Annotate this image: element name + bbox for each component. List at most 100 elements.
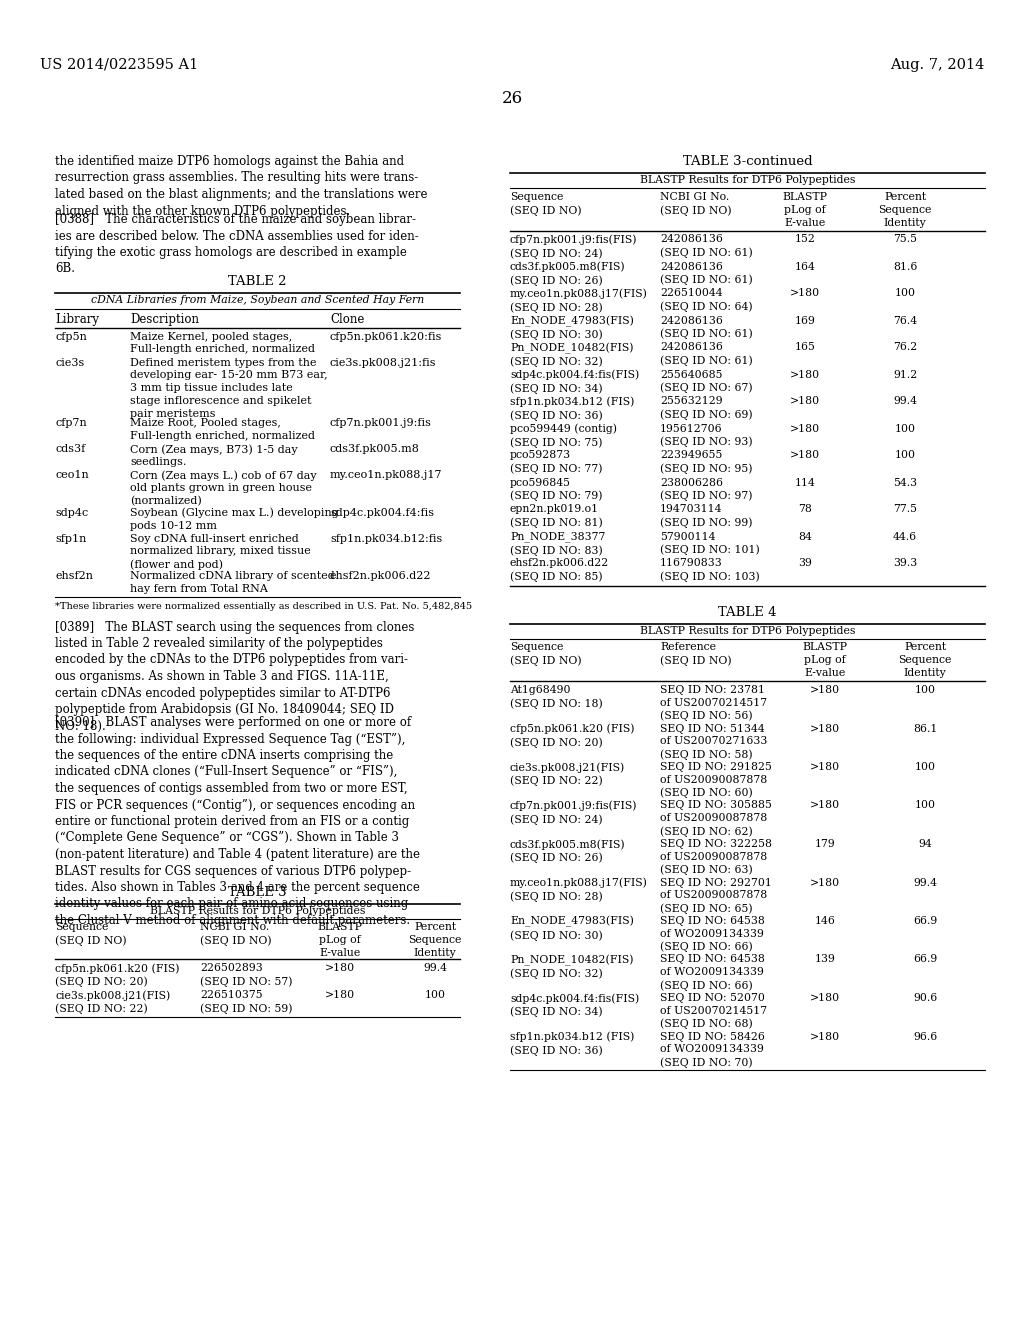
Text: 223949655
(SEQ ID NO: 95): 223949655 (SEQ ID NO: 95) bbox=[660, 450, 753, 474]
Text: Normalized cDNA library of scented
hay fern from Total RNA: Normalized cDNA library of scented hay f… bbox=[130, 572, 335, 594]
Text: sfp1n.pk034.b12 (FIS)
(SEQ ID NO: 36): sfp1n.pk034.b12 (FIS) (SEQ ID NO: 36) bbox=[510, 1031, 635, 1056]
Text: cfp7n.pk001.j9:fis(FIS)
(SEQ ID NO: 24): cfp7n.pk001.j9:fis(FIS) (SEQ ID NO: 24) bbox=[510, 800, 638, 825]
Text: >180: >180 bbox=[810, 723, 840, 734]
Text: my.ceo1n.pk088.j17: my.ceo1n.pk088.j17 bbox=[330, 470, 442, 480]
Text: SEQ ID NO: 305885
of US20090087878
(SEQ ID NO: 62): SEQ ID NO: 305885 of US20090087878 (SEQ … bbox=[660, 800, 772, 837]
Text: 78: 78 bbox=[798, 504, 812, 515]
Text: 100: 100 bbox=[895, 424, 915, 433]
Text: >180: >180 bbox=[790, 370, 820, 380]
Text: Corn (Zea mays, B73) 1-5 day
seedlings.: Corn (Zea mays, B73) 1-5 day seedlings. bbox=[130, 444, 298, 467]
Text: sdp4c: sdp4c bbox=[55, 507, 88, 517]
Text: >180: >180 bbox=[810, 762, 840, 772]
Text: 226510375
(SEQ ID NO: 59): 226510375 (SEQ ID NO: 59) bbox=[200, 990, 293, 1014]
Text: Maize Kernel, pooled stages,
Full-length enriched, normalized: Maize Kernel, pooled stages, Full-length… bbox=[130, 331, 315, 354]
Text: BLASTP
pLog of
E-value: BLASTP pLog of E-value bbox=[782, 191, 827, 227]
Text: US 2014/0223595 A1: US 2014/0223595 A1 bbox=[40, 58, 199, 73]
Text: TABLE 3: TABLE 3 bbox=[228, 887, 287, 899]
Text: Defined meristem types from the
developing ear- 15-20 mm B73 ear,
3 mm tip tissu: Defined meristem types from the developi… bbox=[130, 358, 328, 418]
Text: 226510044
(SEQ ID NO: 64): 226510044 (SEQ ID NO: 64) bbox=[660, 289, 753, 312]
Text: Aug. 7, 2014: Aug. 7, 2014 bbox=[890, 58, 984, 73]
Text: cfp7n: cfp7n bbox=[55, 418, 87, 428]
Text: ehsf2n: ehsf2n bbox=[55, 572, 93, 581]
Text: cie3s: cie3s bbox=[55, 358, 84, 367]
Text: >180: >180 bbox=[790, 424, 820, 433]
Text: 26: 26 bbox=[502, 90, 522, 107]
Text: cie3s.pk008.j21(FIS)
(SEQ ID NO: 22): cie3s.pk008.j21(FIS) (SEQ ID NO: 22) bbox=[55, 990, 170, 1014]
Text: Percent
Sequence
Identity: Percent Sequence Identity bbox=[898, 643, 951, 678]
Text: Pn_NODE_10482(FIS)
(SEQ ID NO: 32): Pn_NODE_10482(FIS) (SEQ ID NO: 32) bbox=[510, 954, 634, 979]
Text: cfp5n.pk061.k20 (FIS)
(SEQ ID NO: 20): cfp5n.pk061.k20 (FIS) (SEQ ID NO: 20) bbox=[55, 964, 179, 987]
Text: [0388]   The characteristics of the maize and soybean librar-
ies are described : [0388] The characteristics of the maize … bbox=[55, 213, 419, 276]
Text: cie3s.pk008.j21(FIS)
(SEQ ID NO: 22): cie3s.pk008.j21(FIS) (SEQ ID NO: 22) bbox=[510, 762, 626, 787]
Text: Soy cDNA full-insert enriched
normalized library, mixed tissue
(flower and pod): Soy cDNA full-insert enriched normalized… bbox=[130, 533, 310, 570]
Text: cfp5n: cfp5n bbox=[55, 331, 87, 342]
Text: 152: 152 bbox=[795, 235, 815, 244]
Text: sdp4c.pk004.f4:fis(FIS)
(SEQ ID NO: 34): sdp4c.pk004.f4:fis(FIS) (SEQ ID NO: 34) bbox=[510, 370, 639, 393]
Text: 96.6: 96.6 bbox=[912, 1031, 937, 1041]
Text: 76.2: 76.2 bbox=[893, 342, 918, 352]
Text: Percent
Sequence
Identity: Percent Sequence Identity bbox=[879, 191, 932, 227]
Text: cfp7n.pk001.j9:fis: cfp7n.pk001.j9:fis bbox=[330, 418, 432, 428]
Text: Pn_NODE_10482(FIS)
(SEQ ID NO: 32): Pn_NODE_10482(FIS) (SEQ ID NO: 32) bbox=[510, 342, 634, 367]
Text: cfp7n.pk001.j9:fis(FIS)
(SEQ ID NO: 24): cfp7n.pk001.j9:fis(FIS) (SEQ ID NO: 24) bbox=[510, 235, 638, 259]
Text: cDNA Libraries from Maize, Soybean and Scented Hay Fern: cDNA Libraries from Maize, Soybean and S… bbox=[91, 294, 424, 305]
Text: En_NODE_47983(FIS)
(SEQ ID NO: 30): En_NODE_47983(FIS) (SEQ ID NO: 30) bbox=[510, 315, 634, 341]
Text: my.ceo1n.pk088.j17(FIS)
(SEQ ID NO: 28): my.ceo1n.pk088.j17(FIS) (SEQ ID NO: 28) bbox=[510, 289, 648, 313]
Text: Corn (Zea mays L.) cob of 67 day
old plants grown in green house
(normalized): Corn (Zea mays L.) cob of 67 day old pla… bbox=[130, 470, 316, 507]
Text: 99.4: 99.4 bbox=[893, 396, 918, 407]
Text: En_NODE_47983(FIS)
(SEQ ID NO: 30): En_NODE_47983(FIS) (SEQ ID NO: 30) bbox=[510, 916, 634, 941]
Text: >180: >180 bbox=[325, 964, 355, 973]
Text: Library: Library bbox=[55, 313, 99, 326]
Text: 66.9: 66.9 bbox=[912, 954, 937, 965]
Text: Sequence
(SEQ ID NO): Sequence (SEQ ID NO) bbox=[55, 923, 127, 946]
Text: >180: >180 bbox=[810, 800, 840, 810]
Text: pco599449 (contig)
(SEQ ID NO: 75): pco599449 (contig) (SEQ ID NO: 75) bbox=[510, 424, 617, 447]
Text: the identified maize DTP6 homologs against the Bahia and
resurrection grass asse: the identified maize DTP6 homologs again… bbox=[55, 154, 427, 218]
Text: cds3f: cds3f bbox=[55, 444, 85, 454]
Text: 76.4: 76.4 bbox=[893, 315, 918, 326]
Text: Percent
Sequence
Identity: Percent Sequence Identity bbox=[409, 923, 462, 958]
Text: >180: >180 bbox=[790, 396, 820, 407]
Text: 255632129
(SEQ ID NO: 69): 255632129 (SEQ ID NO: 69) bbox=[660, 396, 753, 420]
Text: 100: 100 bbox=[895, 289, 915, 298]
Text: 169: 169 bbox=[795, 315, 815, 326]
Text: 100: 100 bbox=[895, 450, 915, 461]
Text: 54.3: 54.3 bbox=[893, 478, 918, 487]
Text: 81.6: 81.6 bbox=[893, 261, 918, 272]
Text: SEQ ID NO: 23781
of US20070214517
(SEQ ID NO: 56): SEQ ID NO: 23781 of US20070214517 (SEQ I… bbox=[660, 685, 767, 721]
Text: 165: 165 bbox=[795, 342, 815, 352]
Text: 226502893
(SEQ ID NO: 57): 226502893 (SEQ ID NO: 57) bbox=[200, 964, 293, 986]
Text: Maize Root, Pooled stages,
Full-length enriched, normalized: Maize Root, Pooled stages, Full-length e… bbox=[130, 418, 315, 441]
Text: SEQ ID NO: 51344
of US20070271633
(SEQ ID NO: 58): SEQ ID NO: 51344 of US20070271633 (SEQ I… bbox=[660, 723, 767, 760]
Text: >180: >180 bbox=[325, 990, 355, 1001]
Text: BLASTP Results for DTP6 Polypeptides: BLASTP Results for DTP6 Polypeptides bbox=[640, 626, 855, 635]
Text: SEQ ID NO: 291825
of US20090087878
(SEQ ID NO: 60): SEQ ID NO: 291825 of US20090087878 (SEQ … bbox=[660, 762, 772, 799]
Text: 100: 100 bbox=[914, 800, 936, 810]
Text: At1g68490
(SEQ ID NO: 18): At1g68490 (SEQ ID NO: 18) bbox=[510, 685, 603, 709]
Text: cds3f.pk005.m8(FIS)
(SEQ ID NO: 26): cds3f.pk005.m8(FIS) (SEQ ID NO: 26) bbox=[510, 261, 626, 285]
Text: sfp1n.pk034.b12 (FIS)
(SEQ ID NO: 36): sfp1n.pk034.b12 (FIS) (SEQ ID NO: 36) bbox=[510, 396, 635, 421]
Text: >180: >180 bbox=[810, 685, 840, 696]
Text: SEQ ID NO: 64538
of WO2009134339
(SEQ ID NO: 66): SEQ ID NO: 64538 of WO2009134339 (SEQ ID… bbox=[660, 954, 765, 991]
Text: 255640685
(SEQ ID NO: 67): 255640685 (SEQ ID NO: 67) bbox=[660, 370, 753, 393]
Text: TABLE 3-continued: TABLE 3-continued bbox=[683, 154, 812, 168]
Text: >180: >180 bbox=[790, 450, 820, 461]
Text: 242086136
(SEQ ID NO: 61): 242086136 (SEQ ID NO: 61) bbox=[660, 235, 753, 257]
Text: 66.9: 66.9 bbox=[912, 916, 937, 927]
Text: 39.3: 39.3 bbox=[893, 558, 918, 569]
Text: 99.4: 99.4 bbox=[913, 878, 937, 887]
Text: 100: 100 bbox=[425, 990, 445, 1001]
Text: pco592873
(SEQ ID NO: 77): pco592873 (SEQ ID NO: 77) bbox=[510, 450, 602, 474]
Text: 86.1: 86.1 bbox=[912, 723, 937, 734]
Text: >180: >180 bbox=[790, 289, 820, 298]
Text: SEQ ID NO: 322258
of US20090087878
(SEQ ID NO: 63): SEQ ID NO: 322258 of US20090087878 (SEQ … bbox=[660, 840, 772, 875]
Text: 242086136
(SEQ ID NO: 61): 242086136 (SEQ ID NO: 61) bbox=[660, 342, 753, 366]
Text: [0389]   The BLAST search using the sequences from clones
listed in Table 2 reve: [0389] The BLAST search using the sequen… bbox=[55, 620, 415, 733]
Text: cfp5n.pk061.k20:fis: cfp5n.pk061.k20:fis bbox=[330, 331, 442, 342]
Text: epn2n.pk019.o1
(SEQ ID NO: 81): epn2n.pk019.o1 (SEQ ID NO: 81) bbox=[510, 504, 603, 528]
Text: 84: 84 bbox=[798, 532, 812, 541]
Text: sfp1n: sfp1n bbox=[55, 533, 86, 544]
Text: cds3f.pk005.m8(FIS)
(SEQ ID NO: 26): cds3f.pk005.m8(FIS) (SEQ ID NO: 26) bbox=[510, 840, 626, 863]
Text: [0390]   BLAST analyses were performed on one or more of
the following: individu: [0390] BLAST analyses were performed on … bbox=[55, 715, 420, 927]
Text: cds3f.pk005.m8: cds3f.pk005.m8 bbox=[330, 444, 420, 454]
